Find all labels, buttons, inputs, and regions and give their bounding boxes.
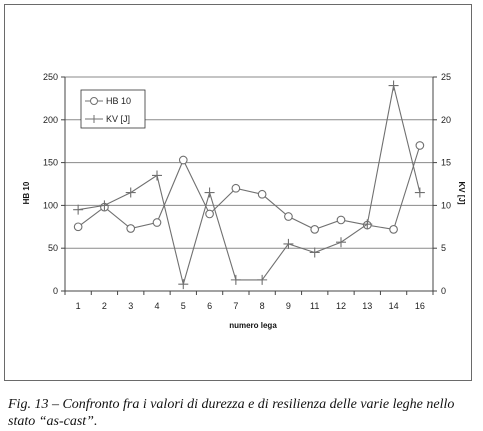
x-tick-label: 8 [260,301,265,311]
data-point-hb10 [310,225,320,234]
data-point-kv [99,200,110,211]
legend-label-hb10: HB 10 [106,96,131,106]
right-axis-ticks: 0 5 10 15 20 25 [433,72,451,296]
data-point-kv [362,219,373,230]
data-point-kv [230,274,241,285]
y2-tick-label: 0 [441,286,446,296]
x-tick-label: 14 [389,301,399,311]
y2-tick-label: 5 [441,243,446,253]
y-tick-label: 50 [48,243,58,253]
chart-frame: 0 50 100 150 200 250 0 5 10 15 20 25 1 2 3 4 5 6 7 8 9 11 12… [4,4,472,381]
y2-tick-label: 20 [441,115,451,125]
data-point-hb10 [257,189,267,199]
data-point-kv [73,204,84,215]
data-point-hb10 [152,218,162,227]
x-tick-label: 16 [415,301,425,311]
x-tick-label: 1 [76,301,81,311]
x-tick-label: 9 [286,301,291,311]
figure-caption: Fig. 13 – Confronto fra i valori di dure… [8,397,455,429]
data-point-hb10 [336,215,346,225]
legend-label-kv: KV [J] [106,114,130,124]
data-point-kv [257,274,268,285]
data-point-kv [204,187,215,198]
y-tick-label: 250 [43,72,58,82]
x-axis-label: numero lega [229,321,277,330]
y-axis-label: HB 10 [22,181,31,204]
data-point-hb10 [231,183,241,193]
data-point-hb10 [284,212,293,221]
y2-tick-label: 15 [441,158,451,168]
y-tick-label: 100 [43,200,58,210]
series-layer [73,80,425,290]
x-tick-label: 3 [128,301,133,311]
data-point-kv [414,187,425,198]
legend-item-kv: KV [J] [85,114,130,124]
x-tick-label: 5 [181,301,186,311]
x-tick-label: 12 [336,301,346,311]
data-point-hb10 [205,209,214,219]
x-tick-label: 2 [102,301,107,311]
x-tick-label: 6 [207,301,212,311]
data-point-kv [388,80,399,91]
data-point-kv [309,247,320,258]
legend-item-hb10: HB 10 [85,96,131,106]
data-point-kv [152,170,162,181]
data-point-hb10 [126,224,136,233]
x-axis-ticks: 1 2 3 4 5 6 7 8 9 11 12 13 14 16 [64,291,434,311]
series-line-kv [78,85,421,287]
left-axis-ticks: 0 50 100 150 200 250 [43,72,65,296]
x-tick-label: 11 [310,301,319,311]
data-point-kv [178,279,189,290]
data-point-hb10 [73,222,83,232]
legend-marker-circle [90,97,98,105]
legend-marker-plus [90,115,98,123]
data-point-kv [283,238,294,249]
y-tick-label: 0 [53,286,58,296]
x-tick-label: 7 [233,301,238,311]
data-point-hb10 [178,155,188,165]
data-point-kv [125,187,136,198]
data-point-kv [336,237,346,248]
y2-axis-label: KV [J] [457,181,466,204]
y-tick-label: 150 [43,158,58,168]
y-tick-label: 200 [43,115,58,125]
x-tick-label: 4 [154,301,159,311]
data-point-hb10 [389,225,398,234]
legend-box [80,89,146,129]
y2-tick-label: 10 [441,200,451,210]
data-point-hb10 [415,141,425,150]
legend: HB 10 KV [J] [80,89,146,129]
y2-tick-label: 25 [441,72,451,82]
x-tick-label: 13 [362,301,372,311]
